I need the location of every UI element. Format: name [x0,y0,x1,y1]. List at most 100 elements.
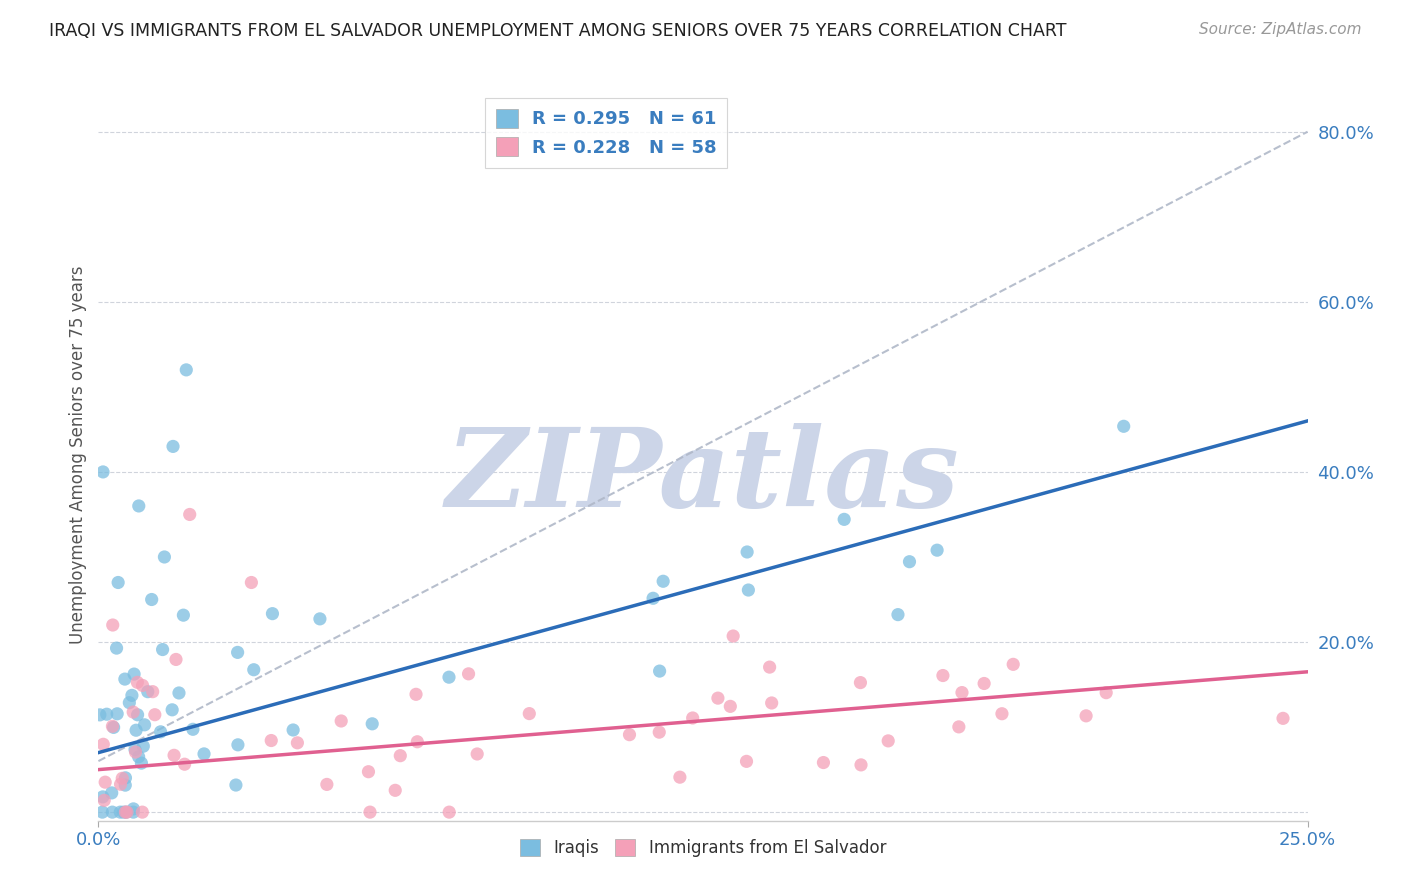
Legend: Iraqis, Immigrants from El Salvador: Iraqis, Immigrants from El Salvador [513,832,893,863]
Point [240,575,263,590]
Point [813,756,835,770]
Point [357,764,380,779]
Point [1272,711,1295,725]
Point [101,719,124,733]
Point [287,736,309,750]
Point [96,707,118,722]
Point [165,652,187,666]
Point [163,748,186,763]
Text: Source: ZipAtlas.com: Source: ZipAtlas.com [1198,22,1361,37]
Point [101,805,124,819]
Point [361,716,384,731]
Point [437,805,460,819]
Point [93,793,115,807]
Point [761,696,783,710]
Text: IRAQI VS IMMIGRANTS FROM EL SALVADOR UNEMPLOYMENT AMONG SENIORS OVER 75 YEARS CO: IRAQI VS IMMIGRANTS FROM EL SALVADOR UNE… [49,22,1067,40]
Point [309,612,332,626]
Point [160,703,183,717]
Point [91,737,114,751]
Point [457,666,479,681]
Point [406,735,429,749]
Point [877,734,900,748]
Point [758,660,780,674]
Point [105,706,128,721]
Point [121,689,143,703]
Point [648,664,671,678]
Point [124,742,146,756]
Point [124,745,146,759]
Point [114,805,136,819]
Point [849,675,872,690]
Point [91,805,114,819]
Point [128,749,150,764]
Point [932,668,955,682]
Y-axis label: Unemployment Among Seniors over 75 years: Unemployment Among Seniors over 75 years [69,266,87,644]
Point [682,711,704,725]
Point [131,756,153,771]
Point [735,545,758,559]
Point [384,783,406,797]
Point [131,678,153,692]
Point [115,805,138,819]
Point [330,714,353,728]
Point [112,805,135,819]
Point [114,771,136,785]
Point [153,549,176,564]
Point [465,747,488,761]
Point [100,786,122,800]
Point [262,607,284,621]
Point [641,591,664,606]
Point [91,465,114,479]
Point [225,778,247,792]
Point [437,670,460,684]
Point [110,805,132,819]
Point [136,684,159,698]
Point [887,607,910,622]
Point [226,738,249,752]
Point [132,739,155,754]
Point [91,789,114,804]
Point [389,748,412,763]
Point [281,723,304,737]
Point [517,706,540,721]
Point [107,575,129,590]
Point [111,772,134,786]
Point [125,723,148,738]
Point [142,684,165,698]
Point [128,499,150,513]
Point [122,805,145,819]
Point [242,663,264,677]
Point [849,757,872,772]
Point [122,802,145,816]
Point [359,805,381,819]
Point [89,707,111,722]
Point [405,687,427,701]
Point [122,705,145,719]
Point [619,728,641,742]
Point [115,805,138,819]
Point [127,675,149,690]
Point [260,733,283,747]
Point [141,592,163,607]
Point [315,777,337,791]
Point [707,691,730,706]
Point [1002,657,1025,672]
Point [162,439,184,453]
Point [718,699,741,714]
Point [193,747,215,761]
Point [927,543,949,558]
Point [721,629,744,643]
Point [134,718,156,732]
Point [226,645,249,659]
Point [669,770,692,784]
Point [179,508,201,522]
Point [152,642,174,657]
Point [94,775,117,789]
Point [174,363,197,377]
Point [118,696,141,710]
Point [114,778,136,792]
Point [105,641,128,656]
Text: ZIPatlas: ZIPatlas [446,423,960,531]
Point [131,805,153,819]
Point [1095,686,1118,700]
